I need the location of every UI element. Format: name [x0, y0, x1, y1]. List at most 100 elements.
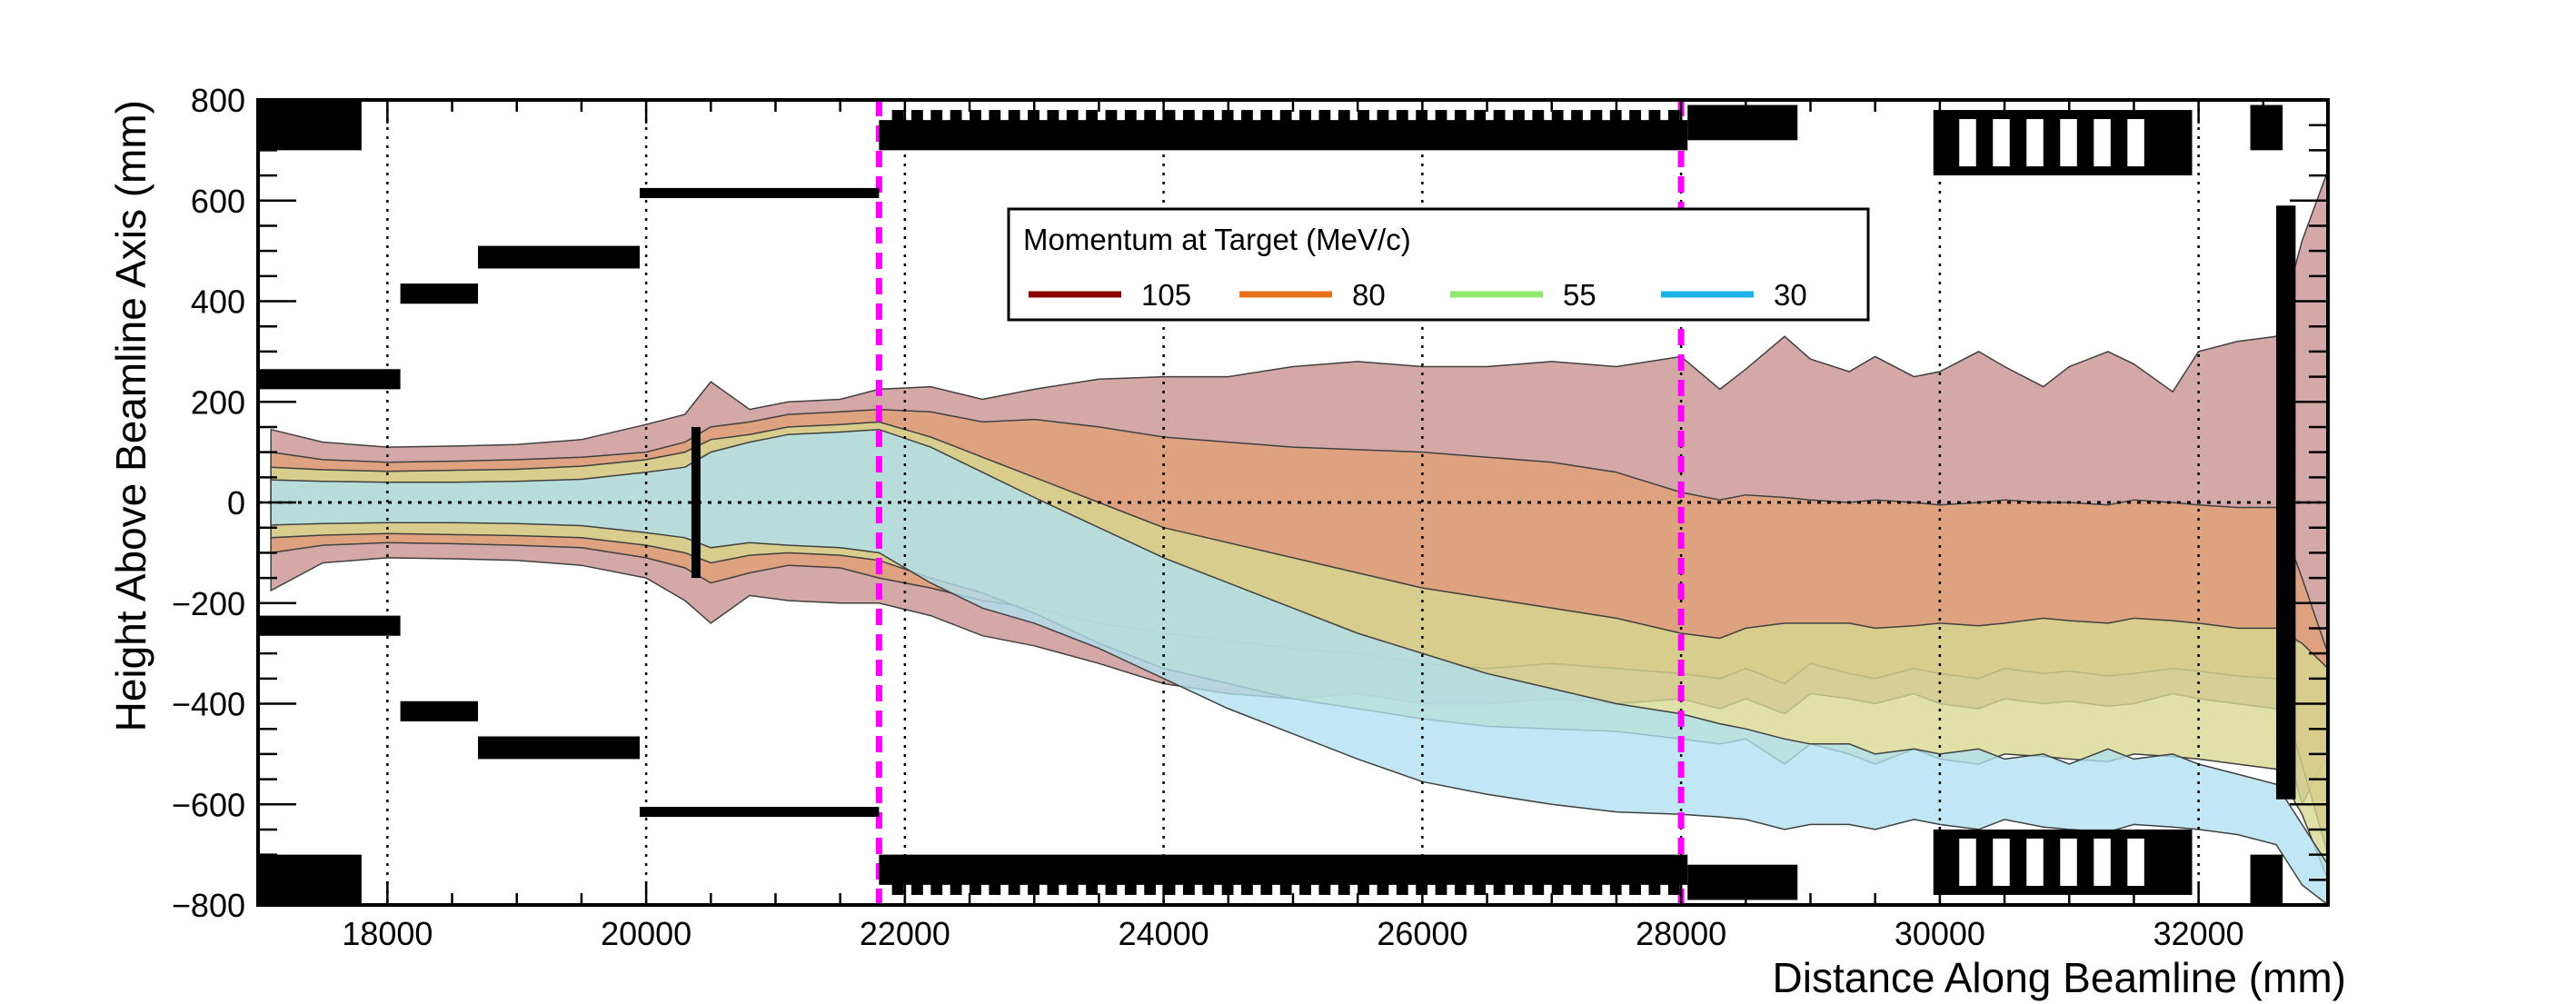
solenoid-coil-tooth [1474, 110, 1487, 131]
x-tick-label: 22000 [860, 915, 950, 952]
solenoid-coil-tooth [1260, 110, 1273, 131]
legend-entries: 105 80 55 30 [1029, 278, 1807, 312]
solenoid-coil-tooth [1318, 110, 1331, 131]
solenoid-coil-tooth [1396, 110, 1408, 131]
solenoid-coil-tooth [1571, 110, 1583, 131]
solenoid-coil-tooth [1163, 110, 1176, 131]
solenoid-coil-tooth [910, 874, 923, 895]
solenoid-coil-tooth [989, 110, 1001, 131]
solenoid-coil-tooth [1338, 874, 1350, 895]
collimator-plate [640, 807, 880, 818]
magnet-yoke-slot [2060, 838, 2077, 886]
solenoid-coil-tooth [1105, 110, 1118, 131]
magnet-yoke-slot [2127, 119, 2144, 167]
legend-label-30: 30 [1774, 278, 1807, 312]
solenoid-coil-tooth [1648, 874, 1661, 895]
solenoid-coil-tooth [1047, 874, 1059, 895]
x-tick-label: 20000 [601, 915, 691, 952]
y-tick-label: 600 [191, 183, 245, 220]
y-tick-label: −200 [172, 585, 245, 622]
legend-label-80: 80 [1352, 278, 1386, 312]
x-tick-label: 30000 [1895, 915, 1985, 952]
aperture-block [1687, 864, 1798, 900]
solenoid-coil-tooth [1086, 874, 1099, 895]
solenoid-coil-tooth [1551, 874, 1564, 895]
x-axis-title: Distance Along Beamline (mm) [1773, 954, 2346, 1001]
solenoid-coil-tooth [1066, 110, 1079, 131]
solenoid-coil-tooth [1124, 110, 1137, 131]
solenoid-coil-tooth [1474, 874, 1487, 895]
x-tick-label: 24000 [1119, 915, 1209, 952]
legend: Momentum at Target (MeV/c) 105 80 55 30 [1007, 207, 1870, 322]
legend-label-105: 105 [1141, 278, 1191, 312]
solenoid-coil-tooth [930, 874, 943, 895]
x-tick-label: 32000 [2153, 915, 2244, 952]
solenoid-coil-tooth [1493, 874, 1506, 895]
solenoid-coil-tooth [1532, 874, 1545, 895]
legend-title: Momentum at Target (MeV/c) [1023, 223, 1411, 256]
solenoid-coil-tooth [1299, 110, 1311, 131]
solenoid-coil-tooth [891, 874, 904, 895]
solenoid-coil-tooth [1260, 874, 1273, 895]
aperture-block [2250, 104, 2283, 151]
solenoid-coil-tooth [1338, 110, 1350, 131]
solenoid-coil-tooth [1241, 110, 1253, 131]
solenoid-coil-tooth [1105, 874, 1118, 895]
solenoid-coil-tooth [1086, 110, 1099, 131]
solenoid-coil-tooth [1513, 110, 1525, 131]
solenoid-coil-tooth [1435, 110, 1447, 131]
solenoid-coil-tooth [1396, 874, 1408, 895]
solenoid-coil-tooth [1066, 874, 1079, 895]
solenoid-coil-tooth [1182, 110, 1195, 131]
collimator-plate [258, 615, 401, 636]
solenoid-coil-tooth [1241, 874, 1253, 895]
solenoid-coil-tooth [950, 110, 962, 131]
solenoid-coil-tooth [1028, 874, 1039, 895]
solenoid-coil-tooth [1358, 874, 1370, 895]
solenoid-coil-tooth [1454, 874, 1467, 895]
solenoid-coil-tooth [1590, 110, 1603, 131]
solenoid-coil-tooth [1493, 110, 1506, 131]
x-tick-label: 18000 [342, 915, 433, 952]
y-tick-label: −600 [172, 786, 245, 823]
solenoid-coil-tooth [1513, 874, 1525, 895]
collimator-plate [400, 701, 479, 721]
aperture-block [2250, 854, 2283, 905]
y-axis-title: Height Above Beamline Axis (mm) [107, 100, 154, 731]
magnet-yoke-slot [1959, 838, 1976, 886]
solenoid-coil-tooth [891, 110, 904, 131]
magnet-yoke-slot [2026, 119, 2044, 167]
solenoid-coil-tooth [1358, 110, 1370, 131]
solenoid-coil-tooth [1124, 874, 1137, 895]
aperture-block [1687, 104, 1798, 141]
solenoid-coil-tooth [1590, 874, 1603, 895]
detector-plate [2276, 205, 2296, 800]
solenoid-coil-tooth [950, 874, 962, 895]
solenoid-coil-tooth [1028, 110, 1039, 131]
collimator-plate [478, 736, 641, 760]
solenoid-coil-tooth [1454, 110, 1467, 131]
solenoid-coil-tooth [1163, 874, 1176, 895]
magnet-yoke-slot [2060, 119, 2077, 167]
solenoid-coil-tooth [1008, 874, 1020, 895]
solenoid-coil-tooth [1318, 874, 1331, 895]
x-tick-label: 28000 [1636, 915, 1726, 952]
solenoid-coil-tooth [1377, 110, 1389, 131]
solenoid-coil-tooth [1299, 874, 1311, 895]
solenoid-coil-tooth [1667, 874, 1680, 895]
y-tick-label: 400 [191, 283, 245, 321]
magnet-yoke-slot [1959, 119, 1976, 167]
solenoid-coil-tooth [1221, 874, 1234, 895]
tick-labels: 18000 20000 22000 24000 26000 28000 30000 32000… [172, 82, 2244, 952]
solenoid-coil-tooth [1609, 110, 1622, 131]
magnet-yoke-slot [1993, 119, 2010, 167]
solenoid-coil-tooth [1377, 874, 1389, 895]
solenoid-coil-tooth [1609, 874, 1622, 895]
solenoid-coil-tooth [1435, 874, 1447, 895]
y-tick-label: 0 [227, 484, 245, 522]
magnet-yoke-slot [2026, 838, 2044, 886]
solenoid-coil-tooth [1279, 110, 1292, 131]
magnet-yoke-slot [2127, 838, 2144, 886]
solenoid-coil-tooth [1144, 110, 1157, 131]
